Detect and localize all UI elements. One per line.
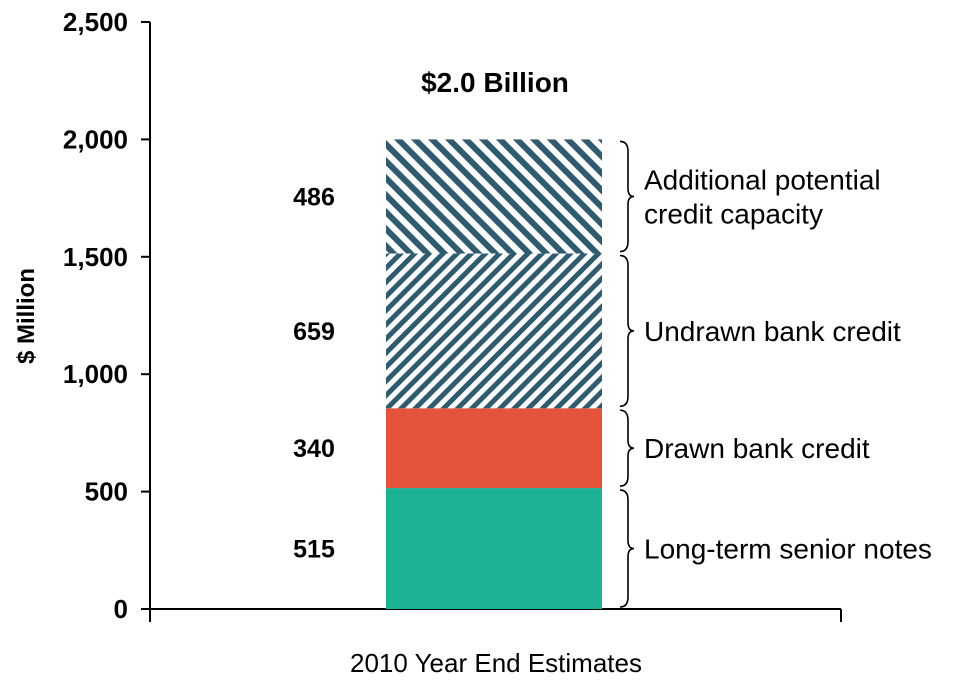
segment-value-label: 486 xyxy=(293,183,335,211)
bar-segment-3 xyxy=(386,253,602,409)
segment-brace xyxy=(619,409,635,487)
y-tick-label: 1,000 xyxy=(63,359,128,389)
y-tick-label: 2,000 xyxy=(63,124,128,154)
segment-value-label: 659 xyxy=(293,318,335,346)
y-tick-label: 1,500 xyxy=(63,242,128,272)
segment-series-label: Drawn bank credit xyxy=(644,433,870,464)
bar-segments xyxy=(386,139,602,609)
segment-series-label: Additional potential xyxy=(644,164,881,195)
segment-brace xyxy=(619,140,635,253)
segment-series-label: Long-term senior notes xyxy=(644,534,932,565)
segment-value-label: 340 xyxy=(293,435,335,463)
segment-brace xyxy=(619,254,635,408)
y-tick-label: 0 xyxy=(114,594,128,624)
y-axis-ticks: 0 500 1,000 1,500 2,000 2,500 xyxy=(63,7,150,624)
y-tick-label: 2,500 xyxy=(63,7,128,37)
bar-segment-4 xyxy=(386,139,602,254)
y-axis-label: $ Million xyxy=(13,268,40,364)
total-label: $2.0 Billion xyxy=(421,67,569,98)
segment-series-label: Undrawn bank credit xyxy=(644,316,901,347)
segment-annotations: 515 Long-term senior notes 340 Drawn bank c… xyxy=(293,140,932,608)
segment-value-label: 515 xyxy=(293,536,335,564)
segment-series-label: credit capacity xyxy=(644,198,823,229)
segment-brace xyxy=(619,489,635,608)
bar-segment-1 xyxy=(386,488,602,609)
x-axis-label: 2010 Year End Estimates xyxy=(350,648,642,678)
bar-segment-2 xyxy=(386,408,602,489)
y-tick-label: 500 xyxy=(85,477,128,507)
